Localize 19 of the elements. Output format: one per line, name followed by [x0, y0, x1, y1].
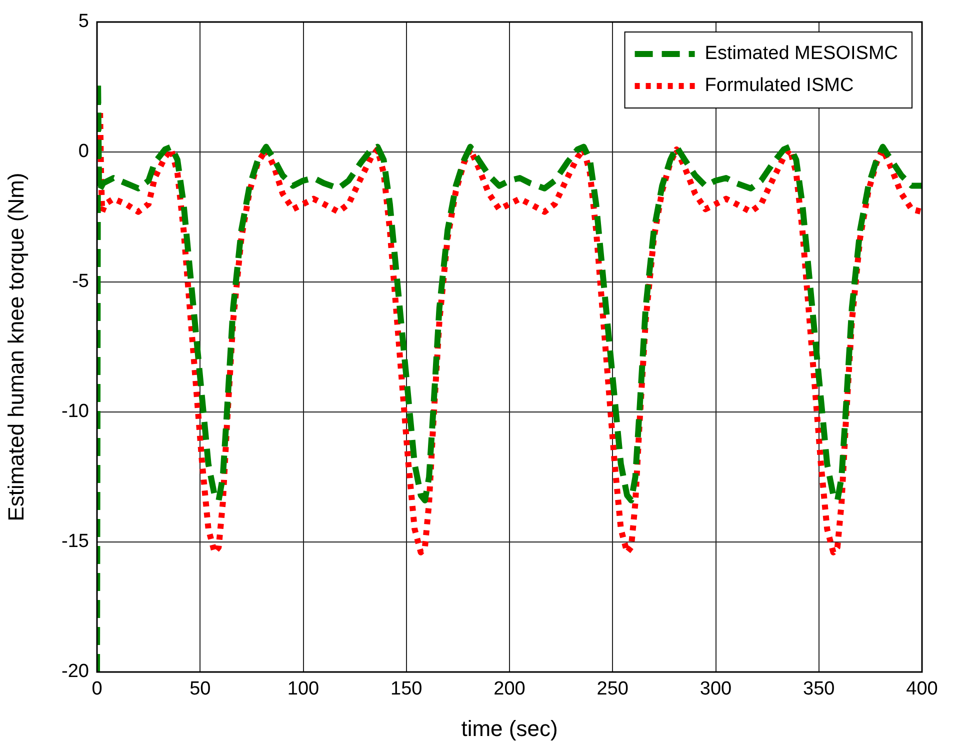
x-tick-label: 200 [494, 678, 526, 700]
legend-label: Formulated ISMC [704, 75, 854, 96]
x-tick-label: 150 [390, 678, 422, 700]
y-tick-label: -15 [62, 531, 89, 552]
x-tick-label: 0 [92, 678, 102, 700]
x-axis-title: time (sec) [461, 716, 558, 741]
x-tick-label: 400 [906, 678, 938, 700]
x-tick-label: 100 [287, 678, 320, 700]
x-tick-label: 250 [596, 678, 628, 700]
x-tick-label: 350 [803, 678, 835, 700]
y-tick-label: 0 [78, 141, 89, 162]
y-tick-label: -20 [62, 661, 89, 682]
y-tick-label: 5 [78, 11, 89, 32]
y-axis-title: Estimated human knee torque (Nm) [3, 172, 28, 522]
legend-label: Estimated MESOISMC [704, 43, 898, 64]
x-tick-label: 300 [700, 678, 732, 700]
y-tick-label: -10 [62, 401, 89, 422]
y-tick-label: -5 [72, 271, 89, 292]
x-tick-label: 50 [190, 678, 211, 700]
